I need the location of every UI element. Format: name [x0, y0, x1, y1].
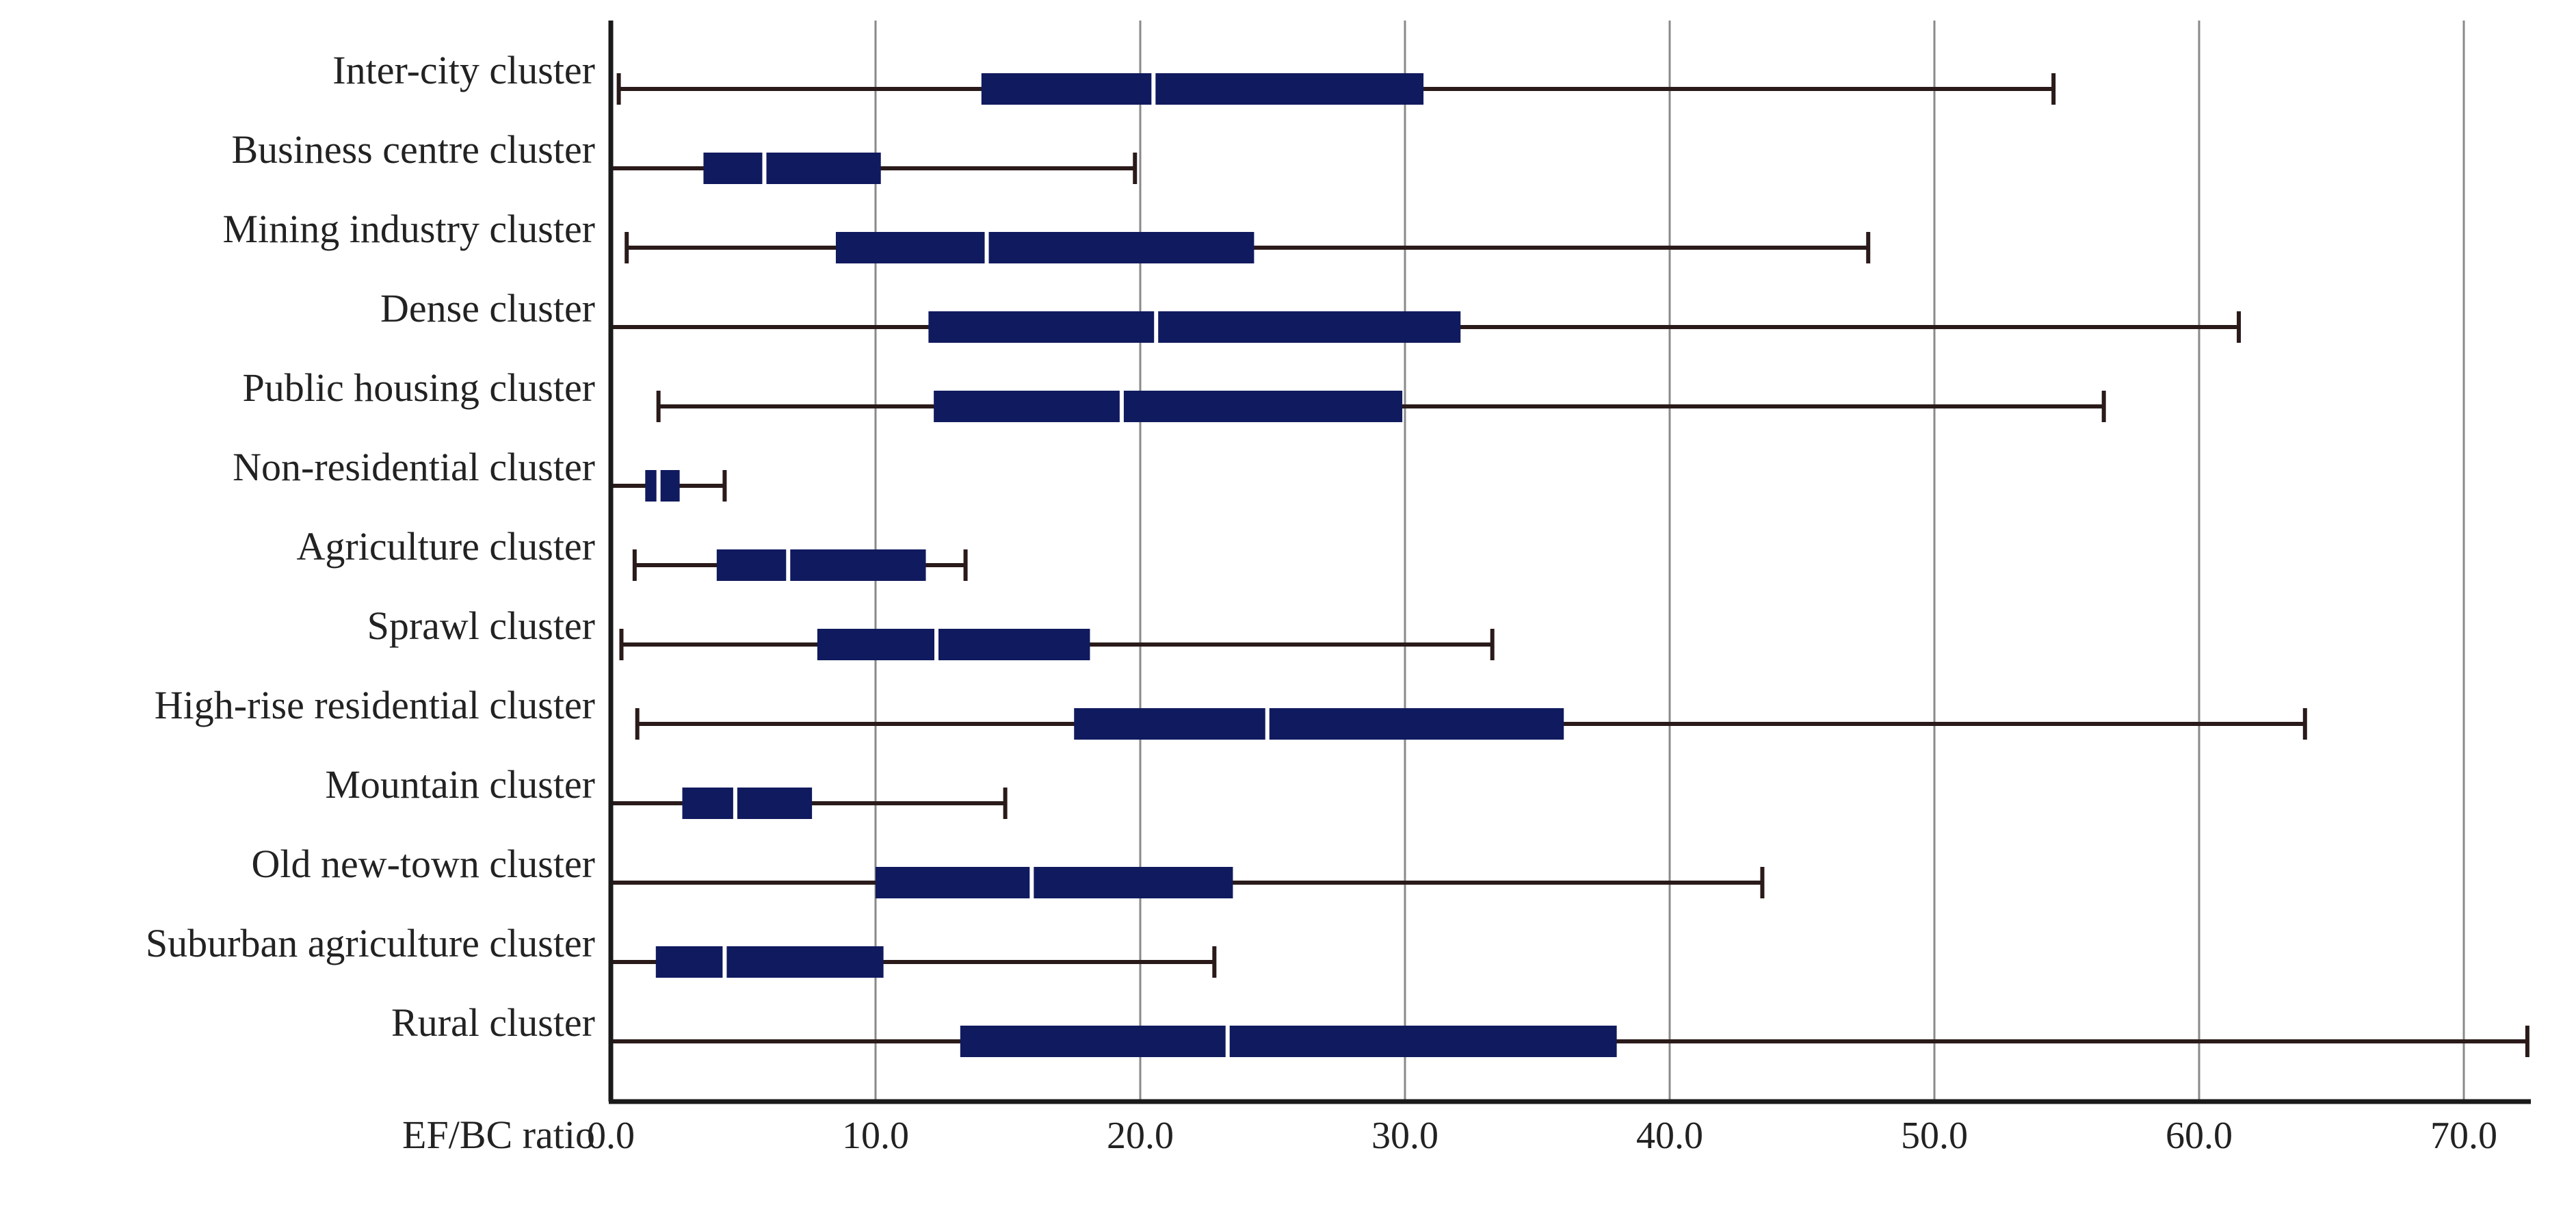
iqr-box	[716, 549, 926, 581]
category-label: Suburban agriculture cluster	[146, 921, 595, 965]
category-label: Public housing cluster	[242, 365, 595, 410]
axes	[608, 21, 2531, 1104]
x-tick-label: 70.0	[2430, 1115, 2497, 1157]
iqr-box	[703, 153, 881, 184]
iqr-box	[817, 629, 1090, 660]
x-tick-label: 60.0	[2166, 1115, 2233, 1157]
iqr-box	[682, 788, 813, 819]
iqr-box	[960, 1026, 1617, 1057]
grid-lines	[874, 21, 2465, 1102]
iqr-box	[1074, 708, 1564, 740]
x-tick-label: 20.0	[1107, 1115, 1174, 1157]
x-tick-label: 10.0	[842, 1115, 909, 1157]
x-tick-label: 30.0	[1371, 1115, 1438, 1157]
category-label: Mountain cluster	[325, 762, 595, 807]
x-tick-label: 40.0	[1636, 1115, 1703, 1157]
category-label: Non-residential cluster	[233, 445, 595, 489]
iqr-box	[981, 73, 1424, 105]
iqr-box	[655, 946, 884, 978]
x-axis-label: EF/BC ratio	[402, 1113, 595, 1157]
iqr-box	[876, 867, 1233, 898]
category-label: Rural cluster	[391, 1000, 595, 1045]
category-label: Sprawl cluster	[367, 603, 595, 648]
category-label: Inter-city cluster	[332, 48, 595, 92]
category-label: Dense cluster	[380, 286, 595, 330]
labels: 0.0 10.0 20.0 30.0 40.0 50.0 60.0 70.0 Inter-cit…	[146, 48, 2497, 1157]
category-label: Agriculture cluster	[297, 524, 595, 569]
boxes	[645, 73, 1617, 1057]
x-tick-label: 50.0	[1901, 1115, 1968, 1157]
iqr-box	[835, 232, 1254, 263]
x-tick-label: 0.0	[587, 1115, 635, 1157]
iqr-box	[934, 391, 1403, 422]
category-label: Old new-town cluster	[251, 842, 595, 886]
category-label: High-rise residential cluster	[155, 683, 595, 727]
iqr-box	[645, 470, 680, 502]
iqr-box	[928, 311, 1461, 343]
category-label: Mining industry cluster	[222, 207, 595, 251]
category-label: Business centre cluster	[231, 127, 595, 172]
